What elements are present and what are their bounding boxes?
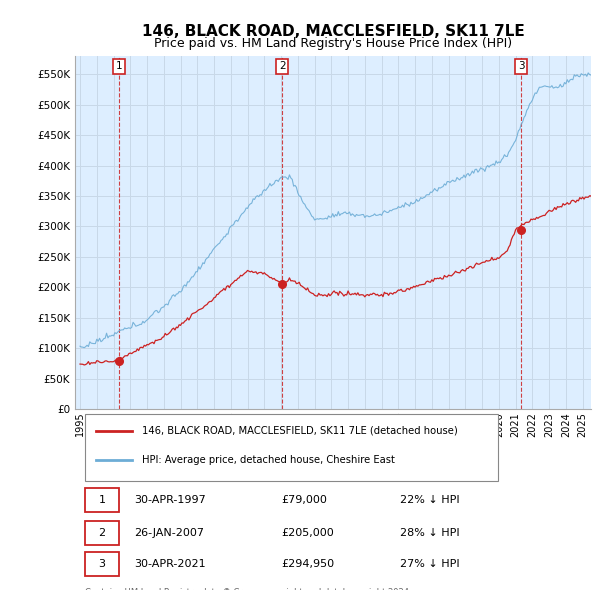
Text: 28% ↓ HPI: 28% ↓ HPI xyxy=(400,528,460,538)
Text: 3: 3 xyxy=(98,559,106,569)
Text: 30-APR-1997: 30-APR-1997 xyxy=(134,495,206,505)
Text: 30-APR-2021: 30-APR-2021 xyxy=(134,559,206,569)
Text: Contains HM Land Registry data © Crown copyright and database right 2024.
This d: Contains HM Land Registry data © Crown c… xyxy=(85,588,412,590)
Text: £205,000: £205,000 xyxy=(281,528,334,538)
Bar xyxy=(85,488,119,512)
Text: 146, BLACK ROAD, MACCLESFIELD, SK11 7LE: 146, BLACK ROAD, MACCLESFIELD, SK11 7LE xyxy=(142,24,524,38)
Text: Price paid vs. HM Land Registry's House Price Index (HPI): Price paid vs. HM Land Registry's House … xyxy=(154,37,512,50)
Text: 22% ↓ HPI: 22% ↓ HPI xyxy=(400,495,460,505)
Text: £294,950: £294,950 xyxy=(281,559,335,569)
Text: 146, BLACK ROAD, MACCLESFIELD, SK11 7LE (detached house): 146, BLACK ROAD, MACCLESFIELD, SK11 7LE … xyxy=(142,425,458,435)
Bar xyxy=(85,414,498,481)
Text: 2: 2 xyxy=(279,61,286,71)
Bar xyxy=(85,521,119,545)
Text: 2: 2 xyxy=(98,528,106,538)
Text: £79,000: £79,000 xyxy=(281,495,327,505)
Text: 27% ↓ HPI: 27% ↓ HPI xyxy=(400,559,460,569)
Bar xyxy=(85,552,119,576)
Text: 26-JAN-2007: 26-JAN-2007 xyxy=(134,528,205,538)
Text: HPI: Average price, detached house, Cheshire East: HPI: Average price, detached house, Ches… xyxy=(142,455,395,465)
Text: 1: 1 xyxy=(98,495,106,505)
Text: 1: 1 xyxy=(116,61,122,71)
Text: 3: 3 xyxy=(518,61,524,71)
